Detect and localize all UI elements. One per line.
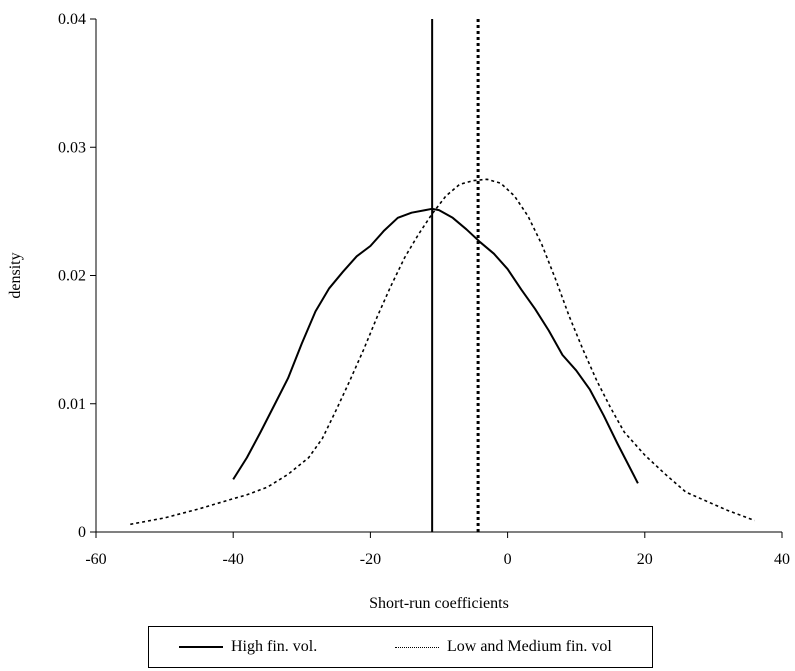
y-tick-label: 0.02 — [58, 268, 86, 285]
x-tick-label: 0 — [504, 551, 512, 568]
legend-label-low-medium: Low and Medium fin. vol — [447, 638, 612, 655]
y-tick-label: 0 — [78, 524, 86, 541]
axes — [95, 19, 782, 533]
x-tick-label: -20 — [360, 551, 381, 568]
legend-label-high: High fin. vol. — [231, 638, 318, 655]
density-chart: 0 0.01 0.02 0.03 0.04 -60 -40 -20 0 20 40 Short-r… — [7, 11, 790, 612]
legend-swatch-solid — [179, 646, 223, 648]
low-medium-fin-vol-line — [130, 178, 755, 526]
series-lines — [130, 178, 755, 526]
high-fin-vol-line — [232, 207, 639, 484]
legend-item-high: High fin. vol. — [179, 627, 317, 667]
x-ticks: -60 -40 -20 0 20 40 — [85, 532, 790, 568]
legend-item-low-medium: Low and Medium fin. vol — [395, 627, 612, 667]
x-axis-title: Short-run coefficients — [369, 595, 509, 612]
y-tick-label: 0.01 — [58, 396, 86, 413]
mean-lines — [431, 19, 480, 532]
x-tick-label: -40 — [223, 551, 244, 568]
x-tick-label: 20 — [637, 551, 653, 568]
legend-swatch-dotted — [395, 646, 439, 648]
y-ticks: 0 0.01 0.02 0.03 0.04 — [58, 11, 96, 541]
y-tick-label: 0.03 — [58, 139, 86, 156]
y-tick-label: 0.04 — [58, 11, 86, 28]
x-tick-label: -60 — [85, 551, 106, 568]
x-tick-label: 40 — [774, 551, 790, 568]
y-axis-title: density — [7, 252, 24, 298]
legend: High fin. vol. Low and Medium fin. vol — [148, 626, 653, 668]
